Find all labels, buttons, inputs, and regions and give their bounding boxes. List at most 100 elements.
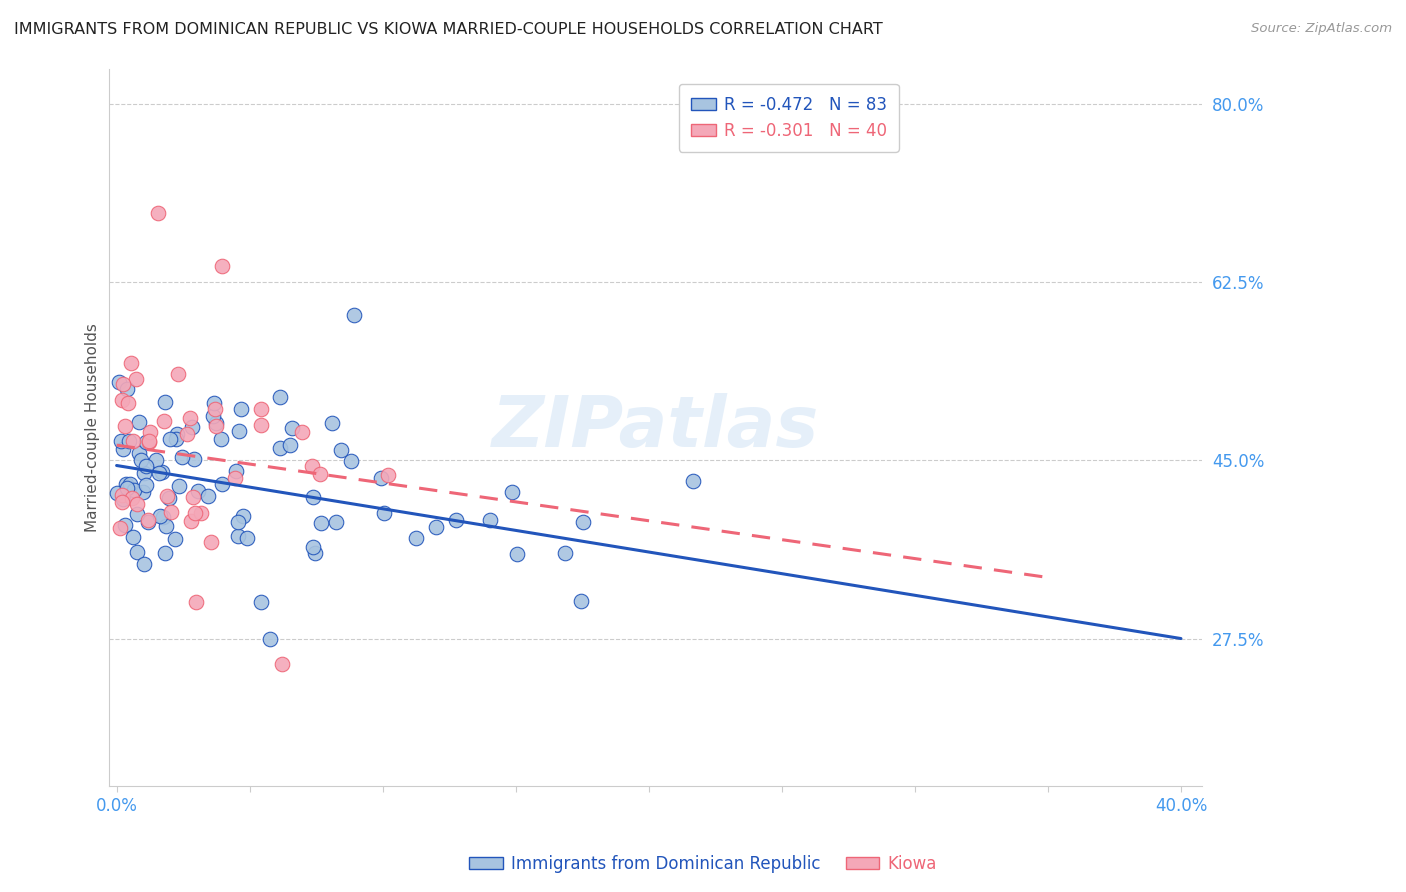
Point (138, 434, 160, 449)
Point (405, 532, 427, 546)
Point (301, 458, 323, 473)
Point (172, 450, 194, 464)
Point (115, 382, 138, 396)
Point (250, 595, 273, 609)
Point (271, 657, 294, 671)
Point (135, 435, 157, 450)
Point (183, 491, 205, 505)
Point (205, 419, 228, 434)
Point (111, 494, 134, 508)
Point (111, 442, 134, 456)
Point (302, 540, 325, 554)
Point (343, 309, 366, 323)
Point (110, 393, 132, 408)
Point (571, 516, 593, 530)
Point (425, 519, 447, 533)
Point (184, 506, 207, 520)
Point (132, 485, 155, 500)
Point (269, 441, 291, 455)
Point (197, 490, 219, 504)
Point (115, 481, 138, 495)
Point (373, 506, 395, 520)
Point (152, 465, 174, 479)
Point (190, 506, 212, 520)
Point (325, 515, 347, 529)
Point (201, 409, 224, 424)
Point (259, 632, 281, 646)
Point (125, 507, 148, 521)
Point (122, 530, 145, 544)
Point (180, 514, 202, 528)
Point (309, 516, 332, 530)
Point (152, 414, 174, 428)
Point (224, 471, 246, 485)
Point (105, 486, 128, 500)
Point (183, 451, 205, 466)
Point (278, 438, 301, 452)
Point (231, 508, 253, 523)
Point (110, 434, 132, 448)
Point (146, 205, 169, 219)
Point (202, 396, 225, 410)
Point (138, 435, 160, 450)
Y-axis label: Married-couple Households: Married-couple Households (86, 323, 100, 532)
Point (250, 401, 273, 416)
Point (228, 424, 250, 438)
Point (209, 432, 232, 446)
Point (186, 594, 208, 608)
Point (501, 485, 523, 500)
Point (281, 421, 304, 435)
Point (165, 533, 187, 547)
Point (121, 491, 143, 505)
Point (165, 432, 187, 446)
Point (321, 416, 343, 430)
Point (111, 491, 134, 506)
Point (122, 483, 145, 498)
Point (132, 557, 155, 571)
Point (156, 489, 179, 503)
Point (128, 416, 150, 430)
Point (135, 477, 157, 491)
Point (180, 420, 202, 434)
Legend: Immigrants from Dominican Republic, Kiowa: Immigrants from Dominican Republic, Kiow… (463, 848, 943, 880)
Point (120, 356, 142, 370)
Point (149, 509, 172, 524)
Point (167, 367, 190, 381)
Point (249, 418, 271, 433)
Point (138, 515, 160, 529)
Point (226, 515, 249, 529)
Point (229, 401, 252, 416)
Point (478, 513, 501, 527)
Point (302, 490, 325, 504)
Point (157, 491, 180, 505)
Text: Source: ZipAtlas.com: Source: ZipAtlas.com (1251, 22, 1392, 36)
Text: IMMIGRANTS FROM DOMINICAN REPUBLIC VS KIOWA MARRIED-COUPLE HOUSEHOLDS CORRELATIO: IMMIGRANTS FROM DOMINICAN REPUBLIC VS KI… (14, 22, 883, 37)
Point (309, 467, 332, 482)
Point (135, 458, 157, 473)
Point (127, 497, 149, 511)
Point (176, 426, 198, 441)
Point (152, 510, 174, 524)
Point (120, 477, 142, 491)
Point (110, 521, 132, 535)
Point (112, 377, 135, 392)
Point (145, 453, 167, 467)
Point (114, 477, 136, 491)
Text: ZIPatlas: ZIPatlas (492, 392, 820, 462)
Point (117, 396, 139, 410)
Point (114, 419, 136, 434)
Point (330, 443, 353, 458)
Point (179, 411, 201, 425)
Point (155, 519, 177, 533)
Point (118, 434, 141, 448)
Point (211, 476, 233, 491)
Point (153, 395, 176, 409)
Point (167, 478, 190, 492)
Point (235, 531, 257, 545)
Point (506, 547, 529, 561)
Point (131, 452, 153, 467)
Point (569, 594, 592, 608)
Point (304, 546, 326, 560)
Point (200, 534, 222, 549)
Point (204, 402, 226, 417)
